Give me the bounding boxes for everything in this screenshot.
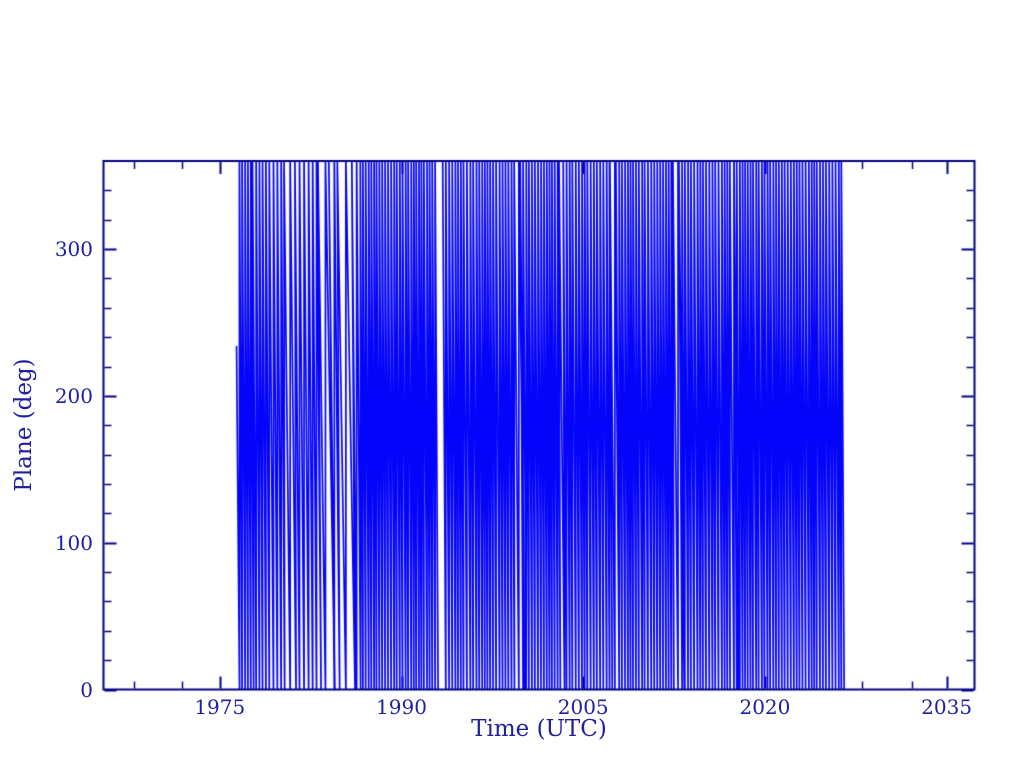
x-tick-label: 2035	[921, 695, 973, 719]
x-tick-label: 1975	[194, 695, 246, 719]
y-tick-label: 100	[54, 530, 93, 555]
y-tick-label: 300	[54, 237, 93, 262]
x-tick-label: 2005	[557, 695, 609, 719]
x-axis-title: Time (UTC)	[471, 716, 607, 742]
x-tick-label: 2020	[739, 695, 791, 719]
x-tick-label: 1990	[376, 695, 427, 719]
y-tick-label: 0	[80, 677, 93, 702]
y-tick-label: 200	[54, 383, 93, 408]
